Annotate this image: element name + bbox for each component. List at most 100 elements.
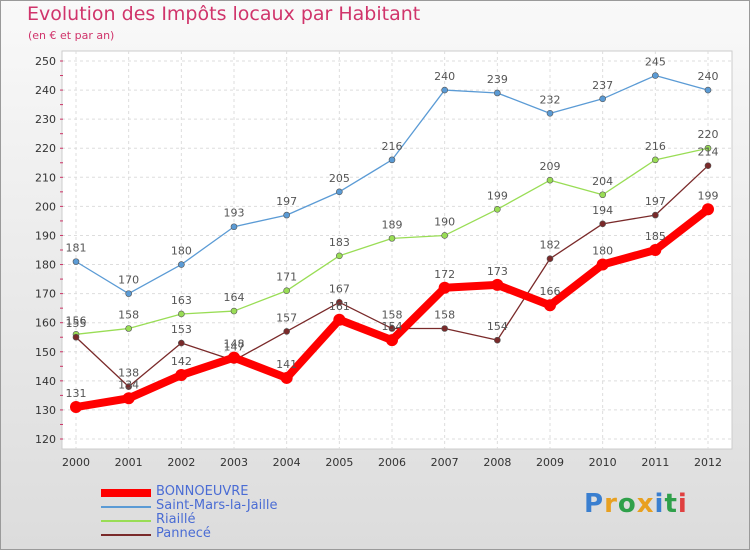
data-point (228, 351, 240, 364)
data-point (72, 258, 80, 265)
data-label: 171 (276, 271, 297, 284)
data-label: 154 (382, 320, 403, 333)
data-point (704, 144, 712, 152)
data-point (386, 334, 398, 347)
data-point (178, 339, 185, 347)
y-tick-label: 200 (35, 200, 56, 213)
data-point (280, 371, 293, 384)
data-label: 240 (698, 70, 719, 83)
legend-label: Saint-Mars-la-Jaille (156, 498, 278, 513)
data-label: 204 (592, 175, 613, 188)
data-label: 240 (434, 70, 455, 83)
data-label: 161 (329, 300, 350, 313)
data-point (704, 86, 712, 94)
data-point (333, 313, 346, 326)
data-label: 239 (487, 73, 508, 86)
proxiti-logo: Proxiti (584, 489, 688, 519)
data-label: 167 (329, 282, 350, 295)
data-label: 164 (224, 291, 245, 304)
legend-swatch (101, 534, 151, 536)
data-point (491, 278, 504, 291)
data-label: 181 (66, 242, 87, 255)
data-label: 172 (434, 268, 455, 281)
data-label: 182 (540, 239, 561, 252)
legend-swatch (101, 520, 151, 522)
data-point (441, 86, 448, 94)
data-point (283, 287, 290, 295)
data-label: 237 (592, 79, 613, 92)
y-tick-label: 230 (35, 113, 56, 126)
data-point (494, 89, 501, 97)
x-tick-label: 2008 (483, 456, 511, 469)
x-tick-label: 2002 (167, 456, 195, 469)
data-point (336, 252, 343, 260)
data-point (388, 325, 396, 332)
data-label: 183 (329, 236, 350, 249)
y-tick-label: 210 (35, 171, 56, 184)
data-label: 199 (487, 189, 508, 202)
data-label: 205 (329, 172, 350, 185)
y-tick-label: 250 (35, 55, 56, 68)
y-tick-label: 160 (35, 317, 56, 330)
data-label: 156 (66, 314, 87, 327)
data-point (72, 333, 80, 341)
data-label: 163 (171, 294, 192, 307)
data-label: 148 (224, 338, 245, 351)
data-label: 154 (487, 320, 508, 333)
data-point (70, 401, 82, 414)
x-tick-label: 2006 (378, 456, 406, 469)
legend-label: BONNOEUVRE (156, 484, 249, 499)
data-point (649, 244, 662, 256)
data-point (283, 211, 290, 219)
data-point (546, 176, 554, 184)
x-tick-label: 2003 (220, 456, 248, 469)
data-label: 131 (66, 387, 87, 400)
data-label: 214 (698, 146, 719, 159)
data-point (178, 261, 185, 268)
data-point (652, 156, 659, 164)
data-point (230, 307, 238, 315)
data-point (122, 392, 135, 405)
data-label: 199 (698, 189, 719, 202)
data-point (599, 191, 606, 199)
data-point (336, 188, 343, 196)
legend-label: Riaillé (156, 512, 196, 527)
data-point (546, 255, 554, 263)
data-label: 153 (171, 323, 192, 336)
data-point (652, 72, 659, 79)
data-point (599, 220, 606, 228)
data-point (388, 156, 396, 164)
y-tick-label: 190 (35, 229, 56, 242)
data-point (388, 235, 396, 242)
y-tick-label: 180 (35, 259, 56, 272)
data-label: 197 (645, 195, 666, 208)
y-tick-label: 140 (35, 375, 56, 388)
data-point (125, 290, 132, 297)
data-label: 185 (645, 230, 666, 243)
data-label: 180 (171, 245, 192, 258)
y-tick-label: 120 (35, 433, 56, 446)
data-label: 166 (540, 285, 561, 298)
chart-title: Evolution des Impôts locaux par Habitant (27, 3, 421, 25)
data-label: 158 (118, 309, 139, 322)
data-label: 158 (434, 309, 455, 322)
y-tick-label: 240 (35, 84, 56, 97)
data-point (494, 205, 501, 213)
x-tick-label: 2009 (536, 456, 564, 469)
data-point (230, 223, 238, 231)
data-point (546, 110, 554, 117)
x-tick-label: 2005 (325, 456, 353, 469)
data-point (125, 325, 132, 332)
legend-label: Pannecé (156, 526, 211, 541)
data-point (441, 232, 448, 239)
data-point (283, 328, 290, 335)
data-point (494, 336, 501, 344)
x-tick-label: 2007 (431, 456, 459, 469)
data-label: 190 (434, 215, 455, 228)
data-label: 147 (224, 340, 245, 353)
x-tick-label: 2001 (115, 456, 143, 469)
data-point (596, 258, 609, 271)
y-tick-label: 170 (35, 288, 56, 301)
